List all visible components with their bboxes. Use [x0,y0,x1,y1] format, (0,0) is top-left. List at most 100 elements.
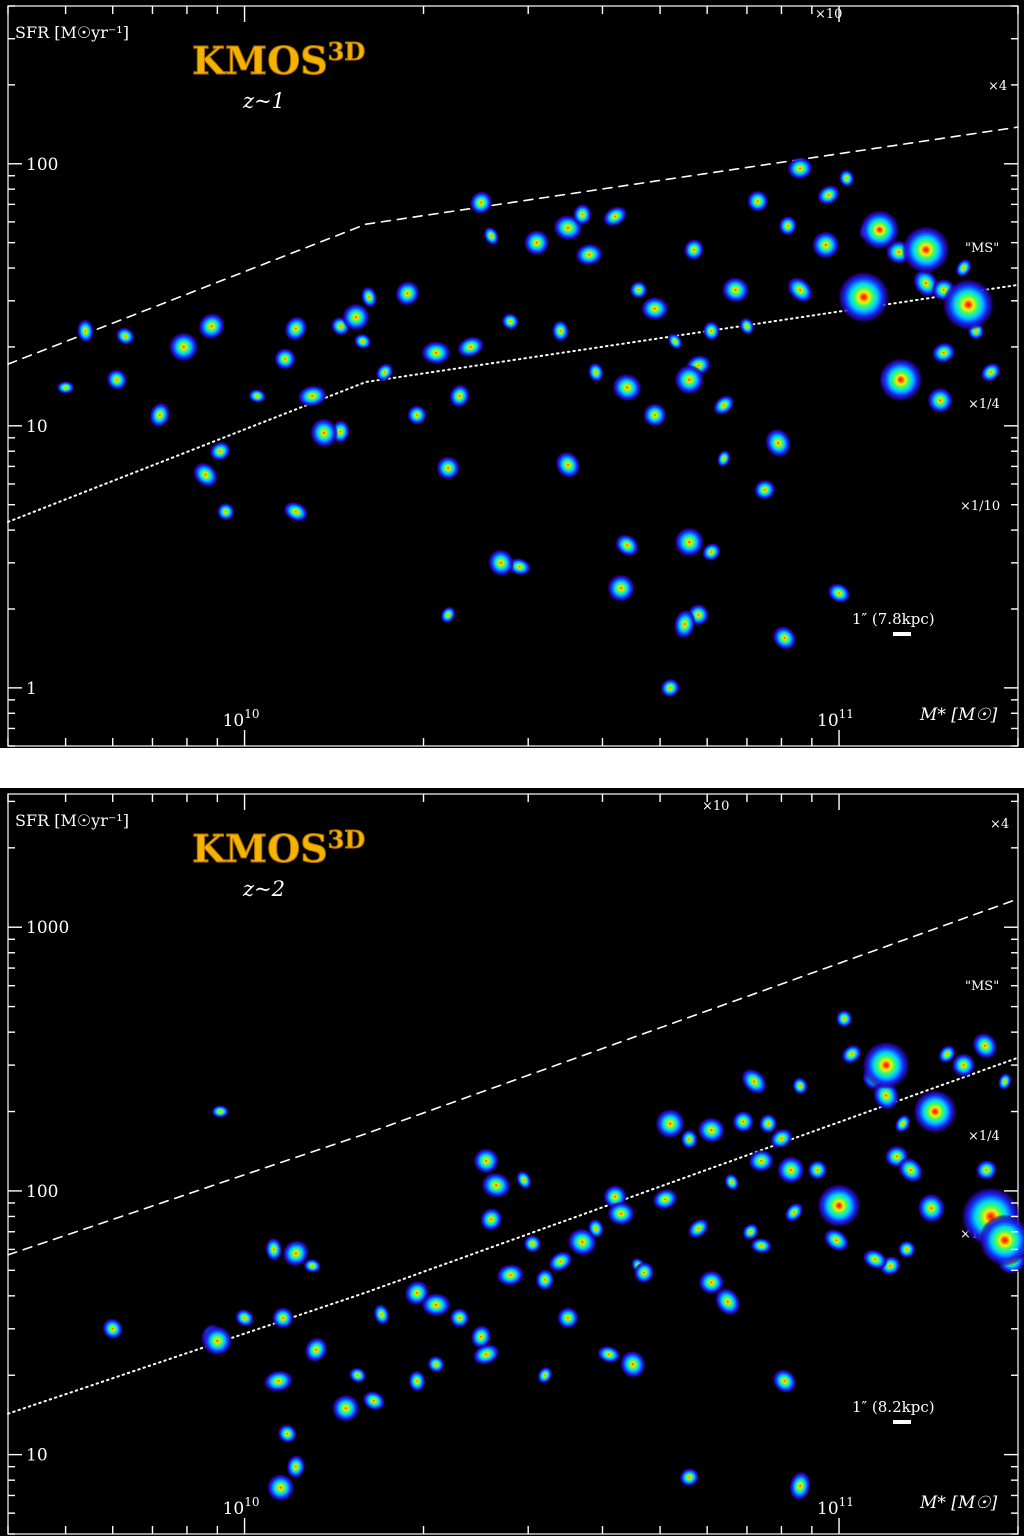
galaxy-point [687,1218,710,1239]
galaxy-point [917,1193,946,1224]
galaxy-point [701,542,721,562]
galaxy-point [575,243,604,266]
galaxy-point [683,238,705,261]
kmos3d-logo: KMOS3D [192,825,365,871]
plot-frame [7,793,1019,1535]
galaxy-point [198,312,226,340]
redshift-subtitle: z~2 [242,877,285,901]
relation-label-1: ×4 [988,79,1007,94]
galaxy-point [764,428,792,458]
galaxy-point [440,606,456,624]
galaxy-point [838,169,855,188]
galaxy-point-bright [978,1214,1024,1267]
galaxy-point [341,303,370,332]
galaxy-point [714,1287,741,1316]
relation-label-0: ×10 [702,799,729,814]
chart-panel-z1: ×10 ×4 "MS" ×1/4 ×1/10 1 10 100 1010 1011 SFR [M☉y… [0,0,1024,748]
galaxy-point [679,1467,700,1487]
galaxy-point [607,574,636,603]
galaxy-point [835,1009,853,1028]
galaxy-point [811,231,840,259]
galaxy-point-bright [817,1183,861,1228]
galaxy-point [674,364,705,395]
relation-label-1: ×4 [990,817,1009,832]
galaxy-point [449,384,471,408]
x-axis-label: M* [M☉] [919,705,998,725]
galaxy-point [776,1156,805,1184]
galaxy-point [310,417,338,448]
galaxy-point [375,363,394,382]
galaxy-point [698,1270,725,1295]
galaxy-point [980,362,1001,382]
galaxy-point [938,1045,956,1064]
galaxy-point [587,362,604,383]
galaxy-point [862,1249,888,1270]
galaxy-point [807,1160,828,1180]
galaxy-point [436,456,461,480]
galaxy-point [473,1147,500,1174]
galaxy-point [149,402,171,428]
galaxy-point [894,1114,911,1133]
galaxy-point [629,280,648,299]
galaxy-point [619,1350,647,1379]
galaxy-point [535,1268,555,1291]
galaxy-point [102,1318,124,1340]
galaxy-point [721,276,750,303]
galaxy-point [248,388,267,404]
galaxy-point [501,312,520,331]
galaxy-point [557,1306,580,1329]
galaxy-point [523,1234,542,1253]
galaxy-point [746,190,769,213]
scale-bar [893,1420,911,1424]
y-tick-label: 1000 [26,918,69,938]
galaxy-point-bright [878,357,923,402]
galaxy-point [373,1303,390,1326]
chart-z2: ×10×4"MS"×1/4×1/1010100100010101011SFR [… [7,793,1024,1535]
galaxy-point [572,203,592,226]
relation-label-0: ×10 [815,7,842,22]
galaxy-point [271,1306,294,1329]
scale-bar-label: 1″ (7.8kpc) [852,610,935,628]
galaxy-point [724,1173,740,1191]
galaxy-point [348,1367,367,1384]
galaxy-point [479,1207,503,1232]
relation-line-0 [7,283,1019,523]
galaxy-point-bright [837,271,890,324]
galaxy-point [655,1108,686,1139]
galaxy-point [274,347,297,370]
galaxy-point [674,527,705,558]
galaxy-point [234,1308,255,1327]
relation-label-4: ×1/10 [960,499,1000,514]
y-tick-label: 10 [26,417,48,437]
galaxy-point [787,276,814,303]
galaxy-point [304,1337,328,1363]
galaxy-point-bright [901,225,950,274]
galaxy-point [277,1424,297,1444]
galaxy-point [633,1261,655,1284]
galaxy-point [897,1240,916,1259]
galaxy-point [772,625,797,651]
scale-bar-label: 1″ (8.2kpc) [852,1398,935,1416]
y-tick-label: 1 [26,679,37,699]
galaxy-point [817,184,840,206]
galaxy-point [407,405,427,425]
y-tick-label: 100 [26,155,58,175]
galaxy-point [660,678,681,698]
galaxy-point [286,1454,306,1479]
galaxy-point [975,1159,998,1181]
galaxy-point [282,1239,310,1267]
galaxy-point [283,501,309,522]
galaxy-point [792,1077,808,1095]
galaxy-point [772,1368,797,1394]
galaxy-point [360,286,378,308]
galaxy-point [602,205,628,227]
galaxy-point [427,1355,445,1373]
galaxy-point [827,583,851,604]
galaxy-point [784,1202,804,1223]
galaxy-point [789,1471,812,1501]
galaxy-point [778,215,798,236]
y-axis-label: SFR [M☉yr⁻¹] [15,811,129,830]
x-tick-label: 1010 [223,1495,260,1519]
galaxy-point [551,320,570,342]
galaxy-point [732,1110,755,1133]
